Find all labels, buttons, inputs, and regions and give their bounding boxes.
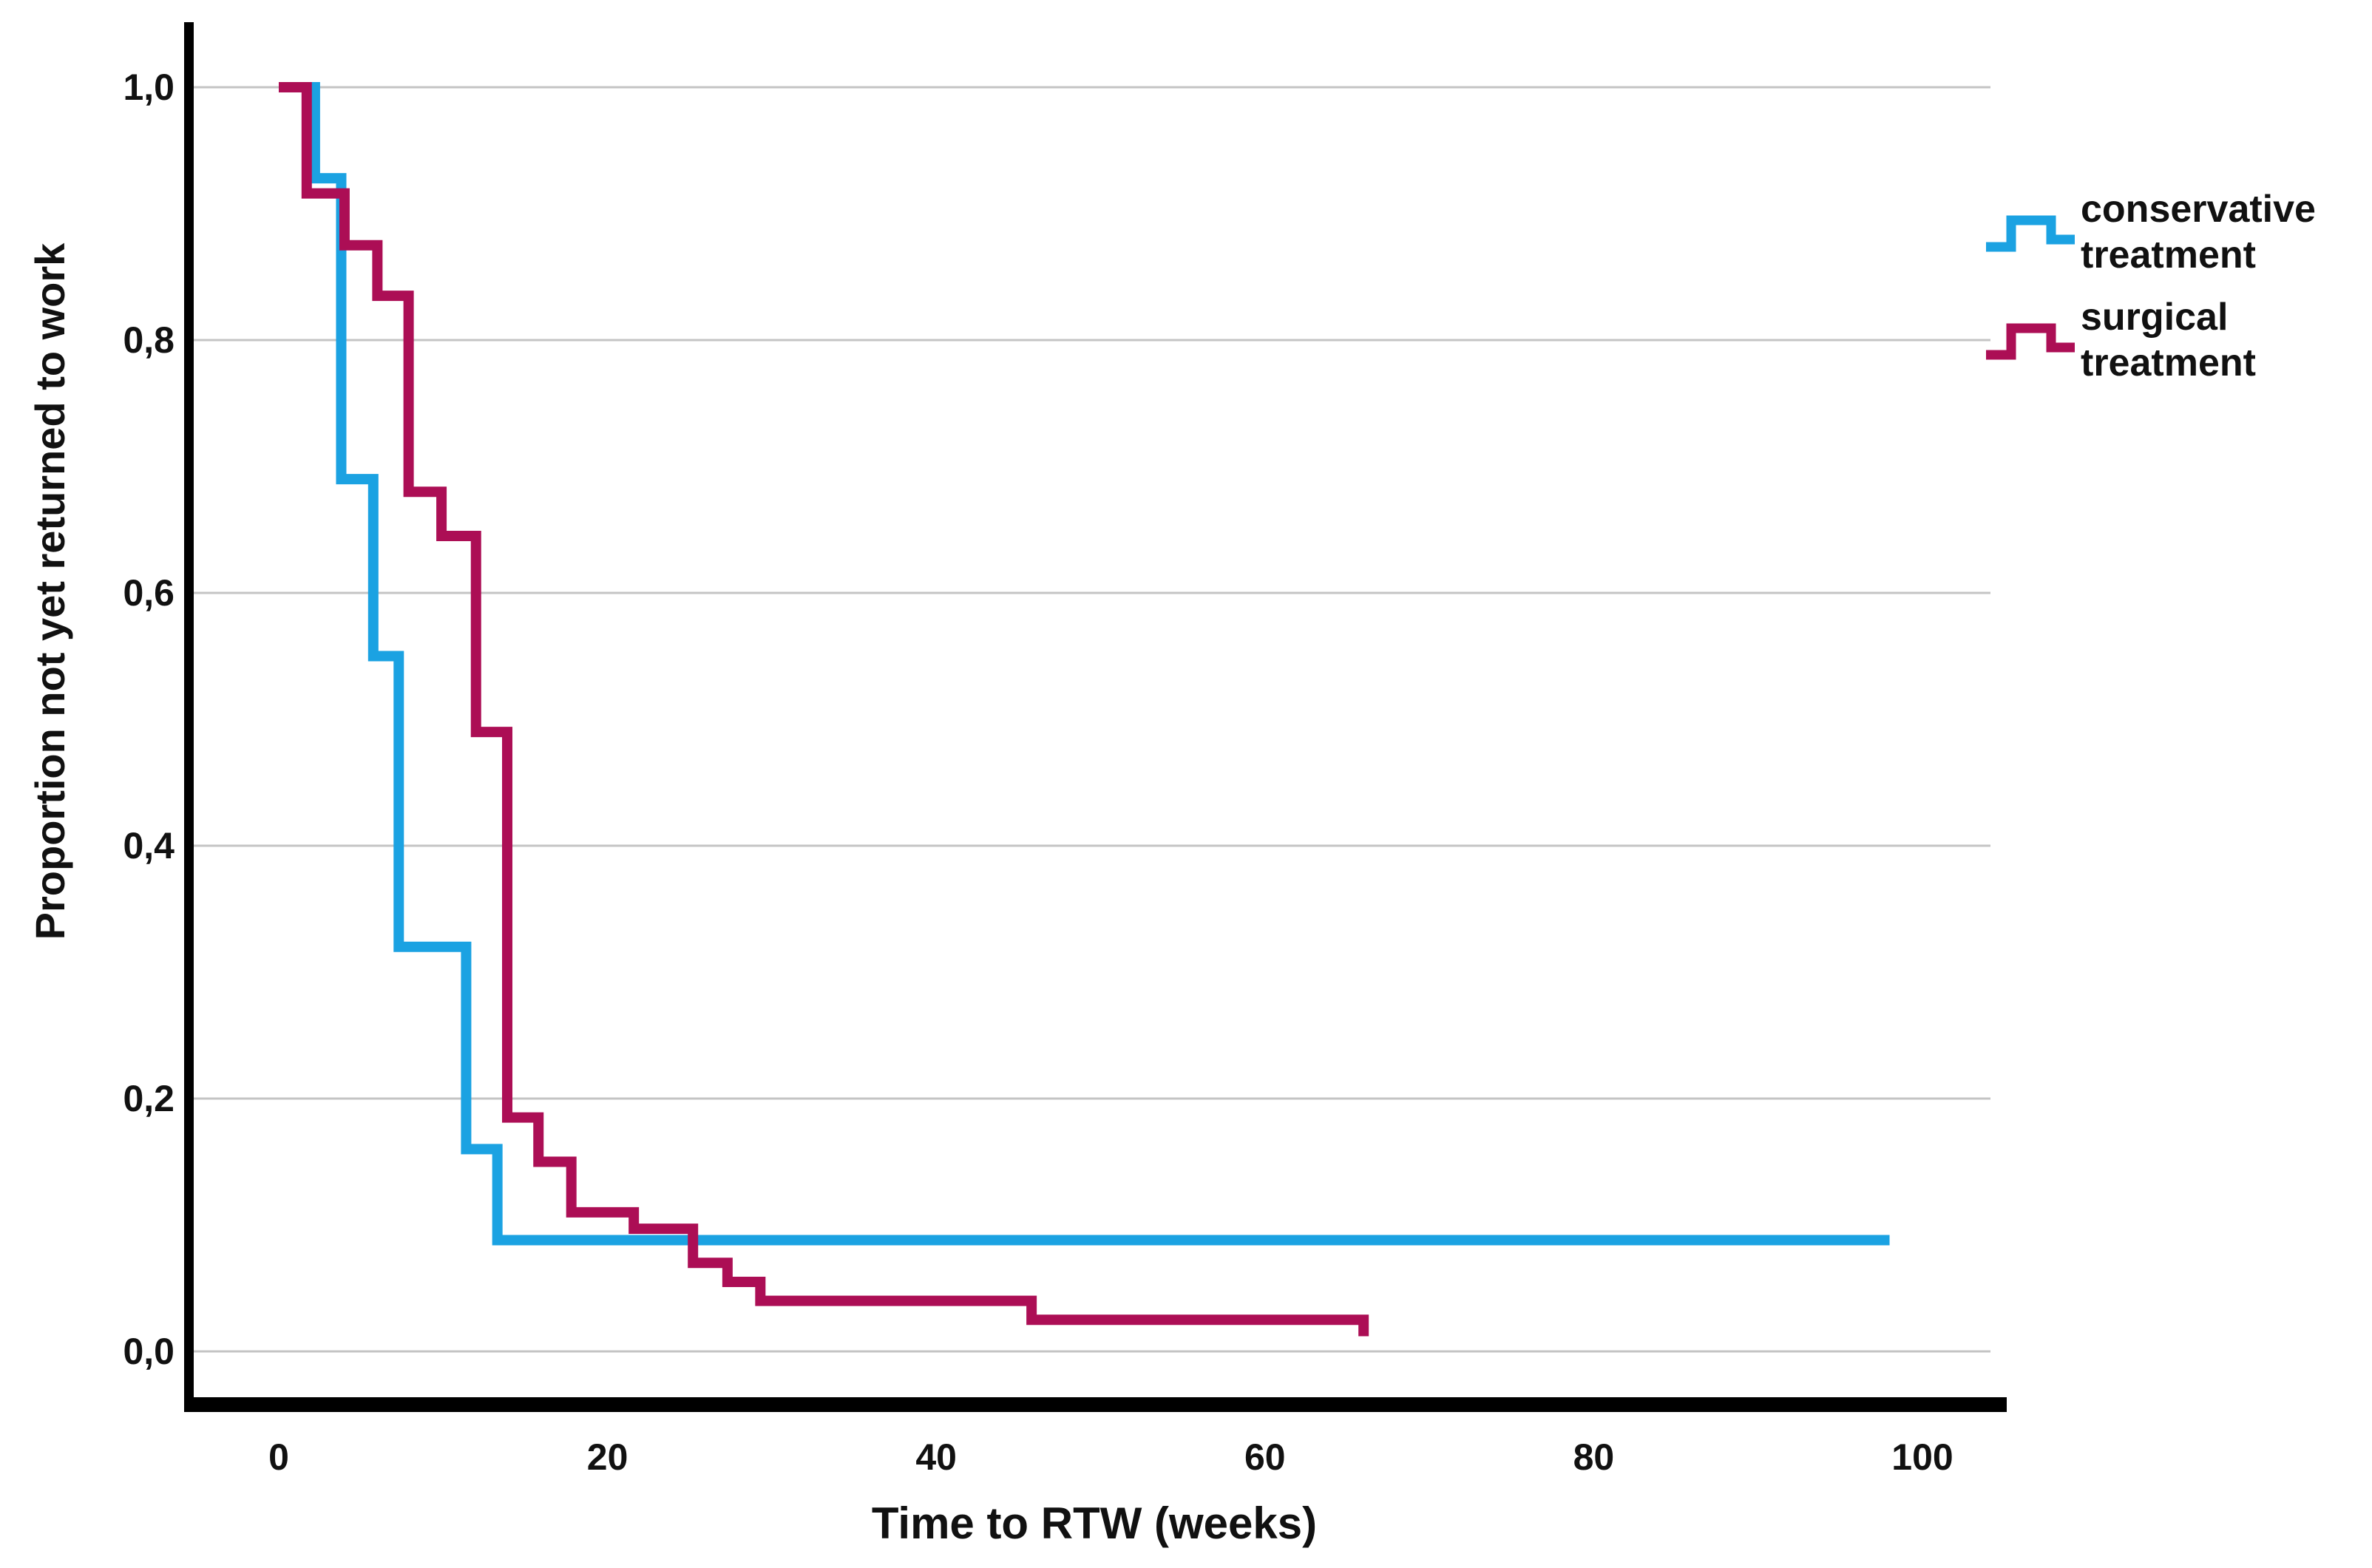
- x-tick-label-20: 20: [586, 1436, 628, 1478]
- y-tick-label-0,8: 0,8: [123, 319, 174, 361]
- legend: conservative treatment surgical treatment: [1983, 186, 2316, 402]
- y-tick-label-0,4: 0,4: [123, 825, 174, 866]
- series-curve-1: [279, 82, 1369, 1337]
- legend-step-swatch-icon: [1986, 215, 2075, 252]
- series-curve-0: [279, 82, 1890, 1246]
- x-tick-label-60: 60: [1244, 1436, 1286, 1478]
- y-axis-line: [184, 22, 194, 1412]
- legend-item-conservative: conservative treatment: [1983, 186, 2316, 278]
- legend-label: conservative treatment: [2081, 188, 2316, 276]
- y-tick-label-0,6: 0,6: [123, 572, 174, 614]
- x-tick-label-40: 40: [915, 1436, 957, 1478]
- x-tick-label-80: 80: [1573, 1436, 1615, 1478]
- y-tick-label-0,0: 0,0: [123, 1331, 174, 1372]
- x-axis-title: Time to RTW (weeks): [871, 1499, 1318, 1548]
- x-tick-label-0: 0: [268, 1436, 289, 1478]
- legend-item-surgical: surgical treatment: [1983, 294, 2316, 386]
- x-axis-line: [184, 1397, 2007, 1412]
- legend-step-swatch-icon: [1986, 323, 2075, 360]
- x-tick-label-100: 100: [1891, 1436, 1953, 1478]
- y-tick-label-0,2: 0,2: [123, 1078, 174, 1119]
- y-tick-label-1,0: 1,0: [123, 67, 174, 108]
- legend-label: surgical treatment: [2081, 296, 2256, 384]
